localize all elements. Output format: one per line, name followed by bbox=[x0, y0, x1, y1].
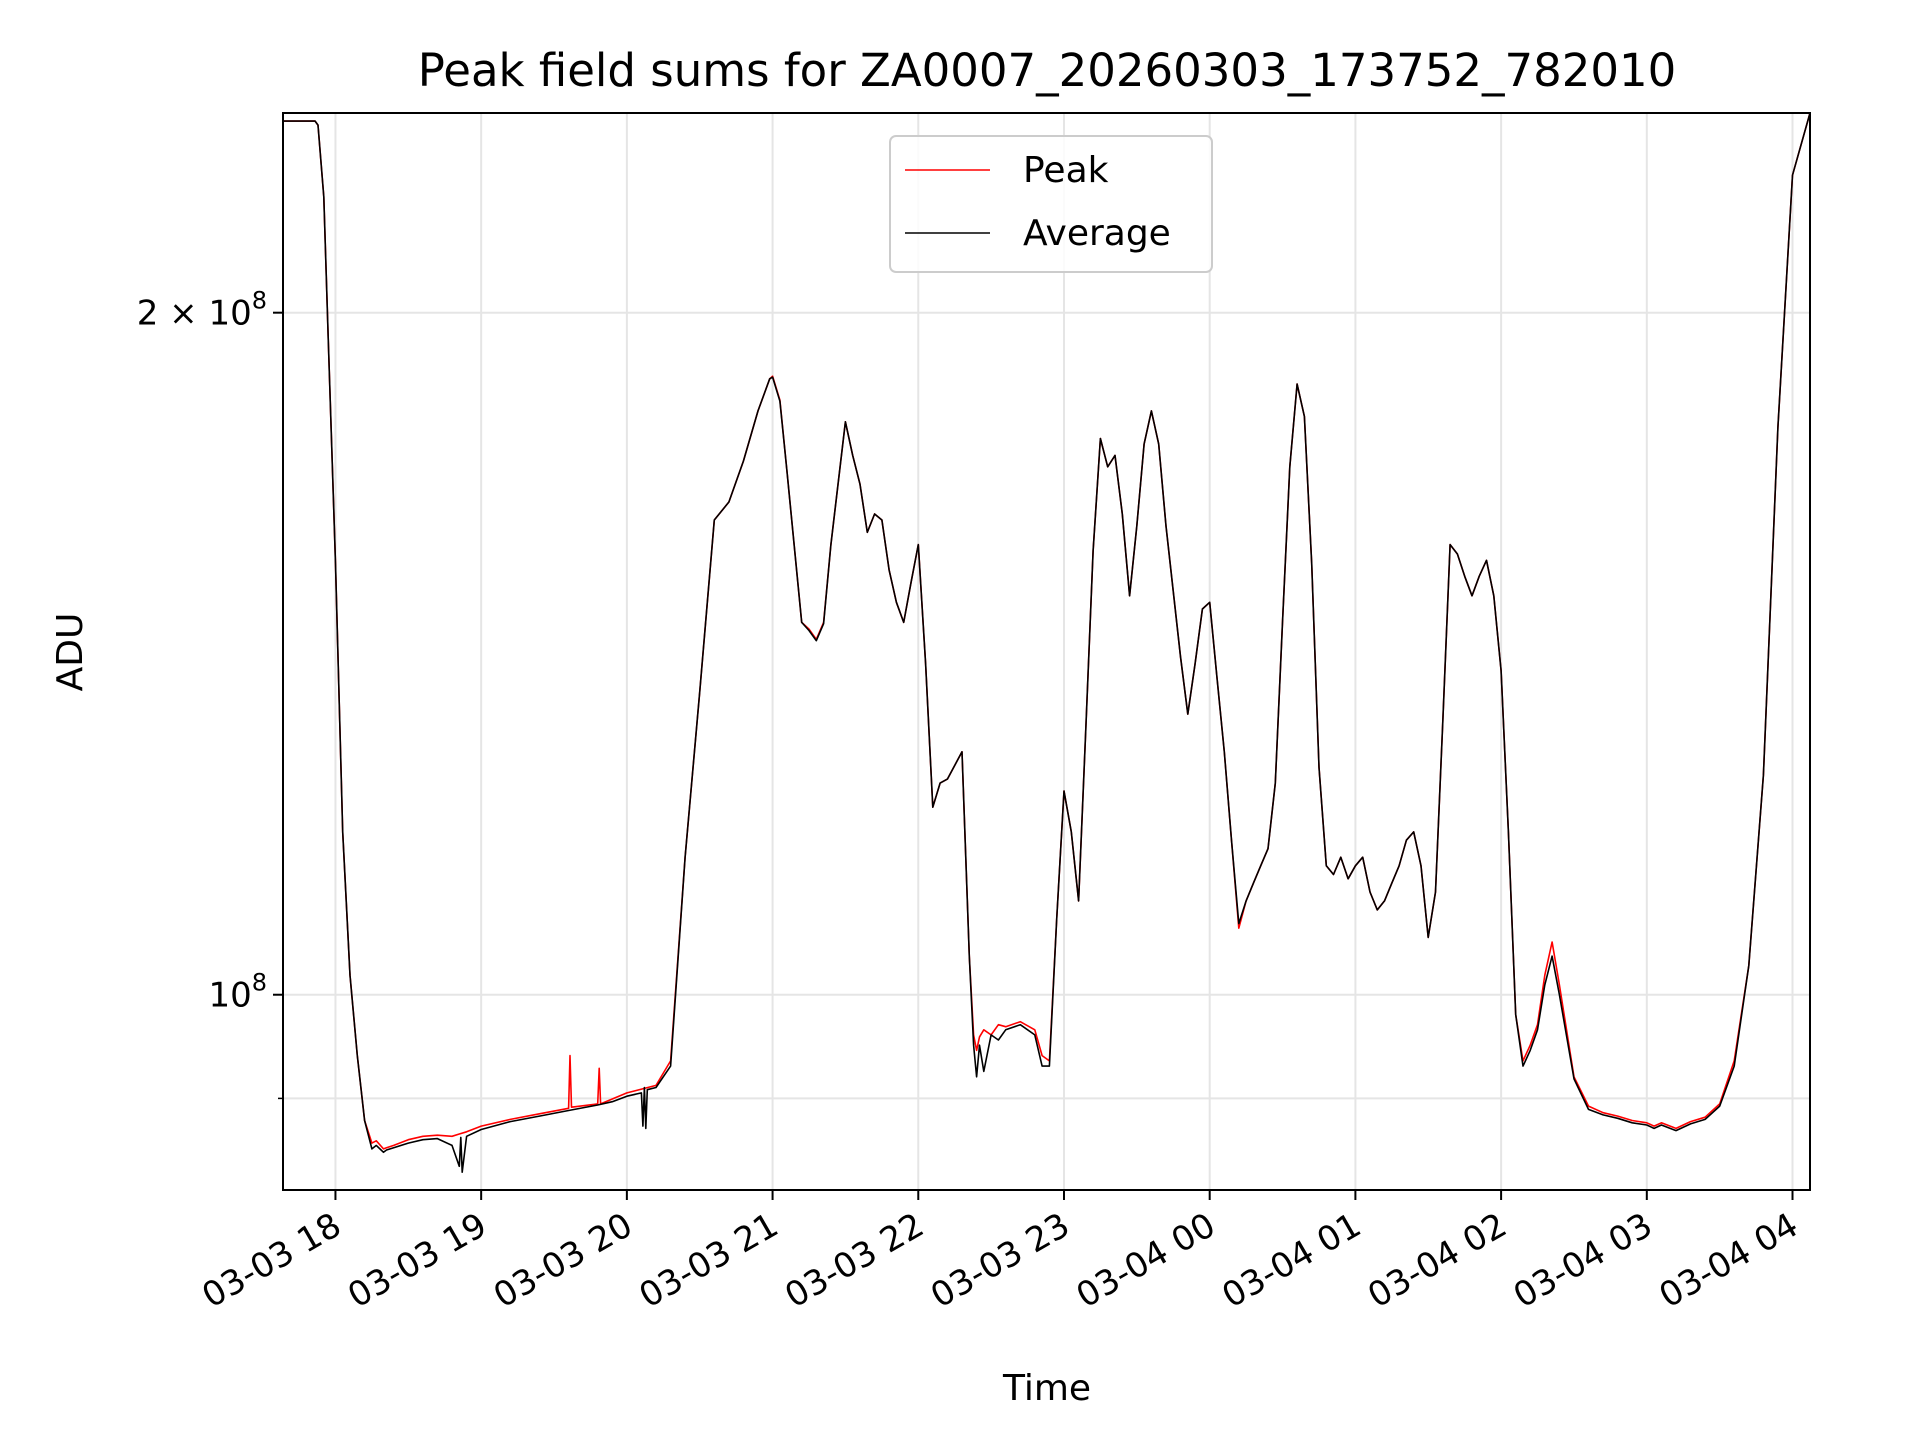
y-tick-base: 10 bbox=[208, 976, 251, 1016]
series-layer bbox=[283, 112, 1811, 1173]
y-tick-label: 2 × 108 bbox=[137, 287, 267, 334]
y-axis-label: ADU bbox=[50, 613, 91, 692]
legend-label-average: Average bbox=[1023, 213, 1171, 254]
legend: Peak Average bbox=[889, 135, 1213, 273]
series-line-average bbox=[283, 112, 1811, 1173]
chart-title: Peak field sums for ZA0007_20260303_1737… bbox=[418, 44, 1677, 97]
legend-label-peak: Peak bbox=[1023, 150, 1109, 191]
x-axis-label: Time bbox=[1002, 1368, 1091, 1409]
grid bbox=[283, 113, 1810, 1190]
y-tick-exponent: 8 bbox=[252, 969, 267, 997]
y-tick-label: 108 bbox=[208, 969, 267, 1016]
y-tick-base: 2 × 10 bbox=[137, 294, 252, 334]
y-tick-exponent: 8 bbox=[252, 287, 267, 315]
plot-frame bbox=[282, 112, 1811, 1191]
